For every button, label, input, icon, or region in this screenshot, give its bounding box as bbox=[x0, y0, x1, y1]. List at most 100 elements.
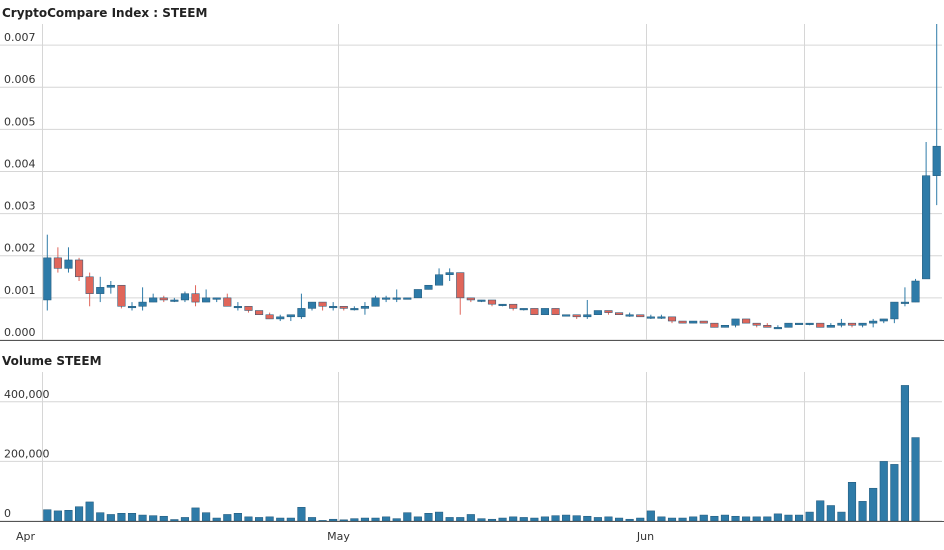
candle-body bbox=[456, 272, 465, 299]
candle bbox=[900, 287, 909, 307]
volume-bar bbox=[297, 507, 306, 522]
candle-body bbox=[562, 314, 571, 317]
candle-body bbox=[583, 314, 592, 318]
x-tick-label: May bbox=[327, 530, 350, 543]
candle bbox=[773, 325, 782, 330]
candle bbox=[763, 323, 772, 328]
x-grid bbox=[42, 24, 805, 521]
volume-bar bbox=[731, 515, 740, 522]
candle bbox=[466, 297, 475, 303]
candle bbox=[826, 323, 835, 328]
volume-bar bbox=[149, 515, 158, 522]
candle-body bbox=[159, 297, 168, 301]
candle-body bbox=[731, 318, 740, 326]
candle-body bbox=[509, 303, 518, 309]
volume-bar bbox=[615, 517, 624, 522]
price-tick-label: 0.003 bbox=[4, 200, 36, 213]
candle bbox=[127, 302, 137, 311]
candle-body bbox=[784, 322, 793, 328]
candle-body bbox=[625, 314, 634, 317]
candle bbox=[96, 276, 105, 303]
candle-body bbox=[255, 310, 264, 315]
volume-bar bbox=[403, 512, 412, 522]
candle-body bbox=[689, 320, 698, 324]
candle bbox=[583, 299, 592, 319]
volume-bar bbox=[138, 514, 147, 522]
volume-bar bbox=[456, 517, 465, 522]
candle bbox=[445, 268, 454, 282]
volume-bar bbox=[795, 514, 804, 522]
candle-body bbox=[530, 308, 539, 315]
volume-bar bbox=[75, 506, 84, 522]
candle bbox=[731, 318, 740, 328]
candle bbox=[329, 302, 338, 311]
candle-body bbox=[795, 322, 804, 325]
volume-bar bbox=[911, 437, 920, 522]
candle bbox=[276, 314, 285, 322]
candle bbox=[615, 312, 624, 315]
candle bbox=[816, 322, 825, 328]
candle bbox=[890, 301, 899, 324]
price-tick-label: 0.006 bbox=[4, 73, 36, 86]
volume-bar bbox=[212, 517, 221, 522]
volume-bar bbox=[85, 501, 94, 522]
candle-body bbox=[360, 306, 369, 309]
candle bbox=[75, 257, 84, 282]
candle bbox=[530, 308, 539, 315]
candle bbox=[678, 320, 687, 324]
volume-bar bbox=[202, 512, 211, 522]
candle-body bbox=[636, 314, 645, 318]
candle-body bbox=[96, 287, 105, 294]
volume-tick-label: 0 bbox=[4, 507, 11, 520]
candle bbox=[212, 297, 221, 303]
candle-body bbox=[435, 274, 444, 286]
candle-body bbox=[572, 314, 581, 318]
candle-body bbox=[837, 322, 846, 326]
volume-bar bbox=[339, 519, 348, 522]
candle bbox=[699, 320, 708, 324]
volume-bar bbox=[869, 487, 878, 522]
candle-body bbox=[678, 320, 687, 324]
volume-bar bbox=[900, 385, 909, 522]
candle-body bbox=[350, 308, 359, 311]
volume-bar bbox=[360, 517, 369, 522]
volume-bar bbox=[127, 513, 137, 522]
candle bbox=[795, 322, 804, 325]
candle bbox=[847, 322, 857, 328]
volume-bar bbox=[286, 517, 295, 522]
price-tick-label: 0.002 bbox=[4, 242, 36, 255]
candle-body bbox=[922, 175, 931, 280]
candle bbox=[540, 308, 549, 315]
price-chart-title: CryptoCompare Index : STEEM bbox=[2, 6, 208, 20]
volume-bar bbox=[96, 512, 105, 522]
volume-bar bbox=[837, 511, 846, 522]
candle bbox=[562, 314, 571, 317]
candle-body bbox=[646, 316, 655, 319]
candle-body bbox=[43, 257, 52, 301]
volume-bar bbox=[890, 464, 899, 522]
volume-tick-label: 400,000 bbox=[4, 388, 50, 401]
candle bbox=[85, 272, 94, 307]
candle-body bbox=[64, 259, 73, 269]
candle bbox=[572, 314, 581, 319]
candle-body bbox=[445, 272, 454, 275]
candle-body bbox=[233, 306, 242, 309]
volume-bar bbox=[551, 515, 560, 522]
candle bbox=[403, 297, 412, 300]
volume-bar bbox=[805, 511, 814, 522]
candle-body bbox=[858, 322, 867, 326]
volume-chart-title: Volume STEEM bbox=[2, 354, 102, 368]
volume-bar bbox=[382, 516, 391, 522]
volume-bar bbox=[816, 500, 825, 522]
volume-bar bbox=[572, 515, 581, 522]
candle-body bbox=[816, 322, 825, 328]
candle bbox=[138, 287, 147, 311]
candle-body bbox=[149, 297, 158, 303]
candle bbox=[667, 316, 677, 324]
candle bbox=[159, 295, 168, 303]
candle bbox=[53, 247, 62, 273]
candle-body bbox=[223, 297, 232, 307]
candle bbox=[202, 289, 211, 303]
candle-body bbox=[710, 322, 719, 328]
